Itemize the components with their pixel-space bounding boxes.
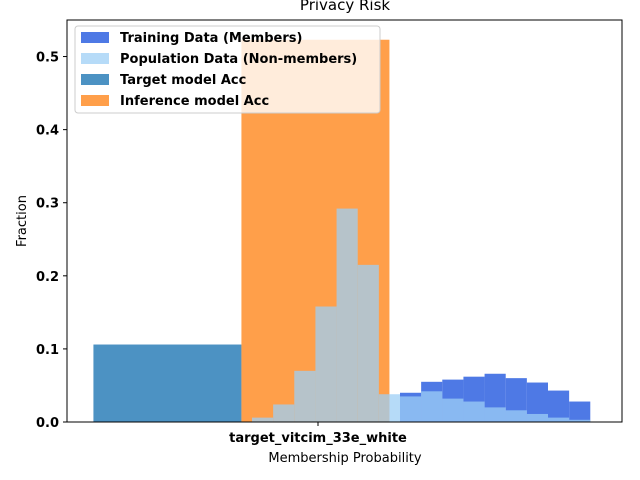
- legend-frame: [74, 25, 381, 114]
- hist-bar-training: [569, 401, 591, 422]
- y-tick-label: 0.0: [36, 416, 59, 431]
- y-tick-label: 0.5: [36, 51, 59, 66]
- hist-bar-population: [548, 417, 570, 422]
- legend-swatch: [81, 53, 109, 64]
- legend-entry: Population Data (Non-members): [120, 52, 357, 67]
- y-tick-label: 0.3: [36, 197, 59, 212]
- y-tick-label: 0.1: [36, 343, 59, 358]
- legend-entry: Target model Acc: [120, 73, 246, 88]
- y-tick-label: 0.4: [36, 124, 59, 139]
- hist-bar-population: [315, 306, 337, 422]
- bar-target-model-acc: [93, 344, 242, 422]
- hist-bar-population: [569, 419, 591, 422]
- hist-bar-population: [505, 410, 527, 422]
- hist-bar-population: [357, 264, 379, 422]
- chart-title: Privacy Risk: [300, 0, 390, 14]
- hist-bar-population: [400, 396, 422, 422]
- x-axis-label: Membership Probability: [268, 451, 422, 466]
- x-axis: target_vitcim_33e_white: [229, 422, 407, 446]
- hist-bar-training: [526, 382, 548, 422]
- legend-swatch: [81, 74, 109, 85]
- legend-swatch: [81, 32, 109, 43]
- hist-bar-population: [484, 407, 506, 422]
- y-axis-label: Fraction: [15, 195, 30, 247]
- hist-bar-population: [294, 370, 316, 422]
- legend-entry: Training Data (Members): [120, 31, 302, 46]
- hist-bar-population: [442, 398, 464, 422]
- hist-bar-population: [421, 391, 443, 422]
- hist-bar-training: [548, 390, 570, 422]
- legend: Training Data (Members) Population Data (…: [74, 25, 381, 114]
- hist-bar-population: [463, 401, 485, 422]
- y-axis: 0.0 0.1 0.2 0.3 0.4 0.5: [36, 51, 67, 431]
- hist-bar-population: [378, 394, 400, 422]
- legend-swatch: [81, 95, 109, 106]
- hist-bar-population: [252, 417, 274, 422]
- legend-entry: Inference model Acc: [120, 94, 269, 109]
- x-tick-label: target_vitcim_33e_white: [229, 431, 407, 446]
- hist-bar-population: [273, 404, 295, 422]
- hist-bar-population: [526, 413, 548, 422]
- hist-bar-population: [336, 208, 358, 422]
- plot-frame: [66, 19, 623, 423]
- y-tick-label: 0.2: [36, 270, 59, 285]
